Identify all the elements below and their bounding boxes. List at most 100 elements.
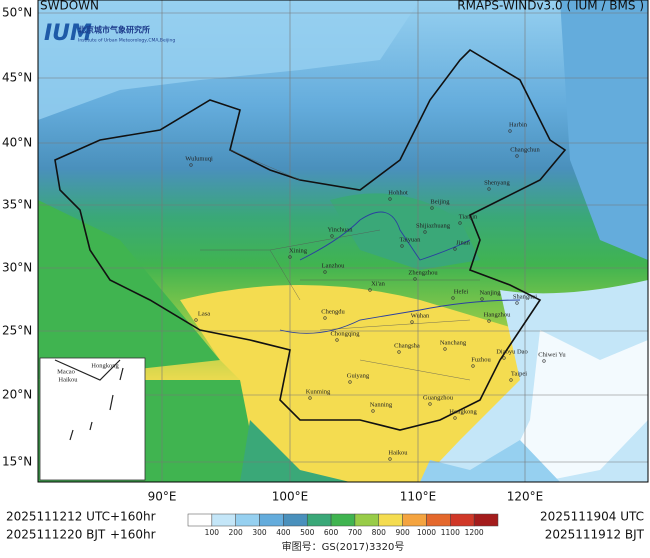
inset-label: Haikou bbox=[58, 376, 78, 383]
inset-map bbox=[39, 357, 146, 481]
approval-number: 审图号：GS(2017)3320号 bbox=[282, 540, 405, 553]
city-dot bbox=[288, 255, 292, 259]
city-dot bbox=[189, 163, 193, 167]
china-border bbox=[54, 48, 567, 431]
city-label: Chengdu bbox=[321, 308, 345, 315]
city-dot bbox=[348, 380, 352, 384]
city-dot bbox=[368, 288, 372, 292]
province-borders bbox=[200, 149, 480, 381]
city-dot bbox=[542, 359, 546, 363]
valid-bjt: 2025111912 BJT bbox=[545, 528, 645, 542]
city-dot bbox=[458, 221, 462, 225]
lon-label: 120°E bbox=[507, 490, 544, 504]
city-dot bbox=[335, 338, 339, 342]
city-label: Chiwei Yu bbox=[538, 351, 566, 358]
lon-label: 90°E bbox=[148, 490, 177, 504]
city-label: Lasa bbox=[198, 310, 210, 317]
city-label: Guangzhou bbox=[423, 394, 454, 401]
lat-label: 35°N bbox=[2, 198, 32, 212]
colorbar-swatch bbox=[402, 513, 427, 527]
city-label: Chongqing bbox=[331, 330, 361, 337]
logo-mark: IUM bbox=[44, 21, 92, 46]
logo-en: Institute of Urban Meteorology,CMA,Beiji… bbox=[78, 38, 175, 44]
lat-label: 25°N bbox=[2, 324, 32, 338]
city-label: Shanghai bbox=[513, 293, 537, 300]
colorbar-swatch bbox=[450, 513, 475, 527]
lat-label: 40°N bbox=[2, 136, 32, 150]
colorbar-label: 400 bbox=[276, 528, 291, 537]
inset-label: Hongkong bbox=[91, 362, 119, 369]
lat-label: 30°N bbox=[2, 261, 32, 275]
colorbar-label: 600 bbox=[324, 528, 339, 537]
city-dot bbox=[487, 187, 491, 191]
city-dot bbox=[508, 129, 512, 133]
city-label: Harbin bbox=[509, 121, 528, 128]
city-label: Nanning bbox=[370, 401, 393, 408]
city-label: Haikou bbox=[388, 449, 408, 456]
city-label: Xi'an bbox=[371, 280, 386, 287]
lead-bjt: +160hr bbox=[110, 528, 156, 542]
colorbar-label: 500 bbox=[300, 528, 315, 537]
city-label: Lanzhou bbox=[322, 262, 345, 269]
lon-label: 110°E bbox=[400, 490, 437, 504]
lat-label: 50°N bbox=[2, 6, 32, 20]
city-dot bbox=[451, 296, 455, 300]
city-dot bbox=[515, 301, 519, 305]
logo-cn: 北京城市气象研究所 bbox=[78, 25, 150, 35]
colorbar-label: 200 bbox=[229, 528, 244, 537]
colorbar-swatch bbox=[235, 513, 260, 527]
city-dot bbox=[194, 318, 198, 322]
city-dot bbox=[430, 206, 434, 210]
city-label: Hangzhou bbox=[484, 311, 511, 318]
city-label: Jinan bbox=[456, 239, 470, 246]
city-dot bbox=[515, 154, 519, 158]
city-dot bbox=[428, 402, 432, 406]
city-label: Wulumuqi bbox=[185, 155, 213, 162]
city-dot bbox=[502, 356, 506, 360]
lead-utc: +160hr bbox=[110, 510, 156, 524]
lat-label: 45°N bbox=[2, 71, 32, 85]
colorbar-label: 1000 bbox=[417, 528, 436, 537]
init-utc: 2025111212 UTC bbox=[6, 510, 110, 524]
colorbar-swatch bbox=[330, 513, 356, 527]
city-dot bbox=[480, 297, 484, 301]
city-label: Changsha bbox=[394, 342, 420, 349]
lat-label: 20°N bbox=[2, 388, 32, 402]
colorbar-swatch bbox=[426, 513, 451, 527]
city-dot bbox=[471, 364, 475, 368]
colorbar-swatch bbox=[211, 513, 236, 527]
colorbar-label: 1100 bbox=[441, 528, 460, 537]
valid-utc: 2025111904 UTC bbox=[540, 510, 644, 524]
city-dot bbox=[410, 320, 414, 324]
colorbar-swatch bbox=[306, 513, 332, 527]
colorbar-swatch bbox=[187, 513, 213, 527]
city-label: Yinchuan bbox=[328, 226, 354, 233]
city-label: Guiyang bbox=[347, 372, 370, 379]
city-dot bbox=[388, 197, 392, 201]
city-dot bbox=[330, 234, 334, 238]
city-dot bbox=[397, 350, 401, 354]
city-label: Taiyuan bbox=[400, 236, 422, 243]
city-dot bbox=[487, 319, 491, 323]
city-dot bbox=[323, 316, 327, 320]
city-dot bbox=[453, 416, 457, 420]
city-dot bbox=[371, 409, 375, 413]
city-dot bbox=[413, 277, 417, 281]
city-label: Nanjing bbox=[480, 289, 502, 296]
city-label: Shenyang bbox=[484, 179, 510, 186]
colorbar-label: 100 bbox=[205, 528, 220, 537]
colorbar-swatch bbox=[378, 513, 403, 527]
city-label: Shijiazhuang bbox=[416, 222, 451, 229]
city-label: Changchun bbox=[510, 146, 540, 153]
city-dot bbox=[423, 230, 427, 234]
city-label: Xining bbox=[289, 247, 308, 254]
lon-label: 100°E bbox=[272, 490, 309, 504]
colorbar-label: 300 bbox=[252, 528, 267, 537]
city-dot bbox=[308, 396, 312, 400]
city-label: Hohhot bbox=[388, 189, 408, 196]
city-label: Hongkong bbox=[449, 408, 477, 415]
colorbar-swatch bbox=[354, 513, 380, 527]
colorbar-label: 1200 bbox=[465, 528, 484, 537]
city-label: Kunming bbox=[306, 388, 331, 395]
